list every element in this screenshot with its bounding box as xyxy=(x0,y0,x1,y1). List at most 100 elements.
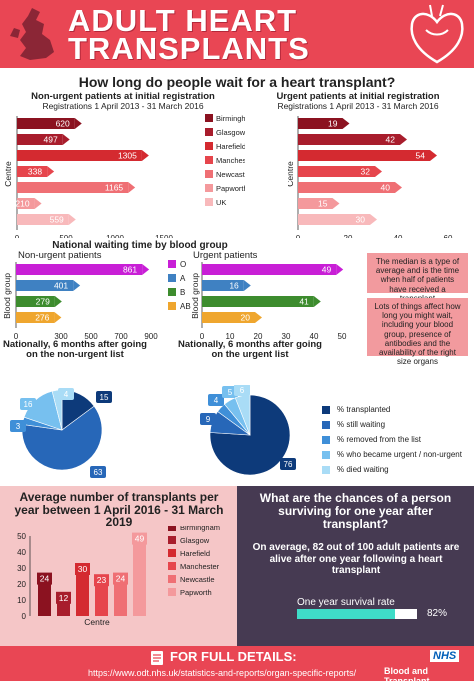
bar-glasgow xyxy=(17,134,63,145)
legend-swatch xyxy=(322,465,330,474)
pie-label-bg xyxy=(20,398,36,410)
legend-newcastle: Newcastle xyxy=(216,170,245,179)
tick-label: 0 xyxy=(200,332,205,340)
tick-label: 50 xyxy=(338,332,347,340)
legend-newcastle: Newcastle xyxy=(180,575,215,584)
pie-legend-item: % transplanted xyxy=(322,402,472,417)
pie-legend-item: % removed from the list xyxy=(322,432,472,447)
bar-newcastle xyxy=(114,577,127,616)
legend-swatch xyxy=(322,405,330,414)
factors-note: Lots of things affect how long you might… xyxy=(367,298,468,366)
x-axis-label: Centre xyxy=(84,617,110,627)
tick-label: 900 xyxy=(144,332,158,340)
data-label-bg xyxy=(37,572,52,585)
data-label-bg xyxy=(56,591,71,604)
legend-swatch xyxy=(168,288,176,296)
legend-harefield: Harefield xyxy=(180,549,210,558)
survival-question: What are the chances of a person survivi… xyxy=(259,491,452,532)
legend-birmingham: Birmingham xyxy=(216,114,245,123)
bar-arrow xyxy=(400,134,407,145)
bar-arrow xyxy=(430,150,437,161)
data-label: 15 xyxy=(318,199,328,209)
tick-label: 500 xyxy=(84,332,98,340)
bar-arrow xyxy=(47,166,55,177)
legend-manchester: Manchester xyxy=(180,562,220,571)
pie-legend-item: % who became urgent / non-urgent xyxy=(322,447,472,462)
bar-ab xyxy=(202,312,255,323)
tick-label: 0 xyxy=(15,234,20,238)
nonurgent-centre-subtitle: Registrations 1 April 2013 - 31 March 20… xyxy=(42,101,204,111)
bar-birmingham xyxy=(17,118,75,129)
survival-statement: On average, 82 out of 100 adult patients… xyxy=(252,542,460,576)
nonurgent-centre-title: Non-urgent patients at initial registrat… xyxy=(31,91,215,102)
bar-arrow xyxy=(395,182,402,193)
data-label: 1305 xyxy=(118,151,137,161)
legend-glasgow: Glasgow xyxy=(216,128,245,137)
data-label: 24 xyxy=(116,574,126,584)
pie-label-bg xyxy=(10,420,26,432)
legend-swatch xyxy=(322,435,330,444)
bar-papworth xyxy=(298,198,333,209)
bar-harefield xyxy=(17,150,142,161)
data-label: 1165 xyxy=(105,183,124,193)
urgent-centre-subtitle: Registrations 1 April 2013 - 31 March 20… xyxy=(277,101,439,111)
pie-label-bg xyxy=(208,394,224,406)
data-label: 276 xyxy=(35,313,49,323)
data-label: 24 xyxy=(40,574,50,584)
bar-arrow xyxy=(54,296,62,307)
pie-nonurgent-title: Nationally, 6 months after going on the … xyxy=(3,339,147,360)
bar-newcastle xyxy=(298,182,395,193)
footer-url[interactable]: https://www.odt.nhs.uk/statistics-and-re… xyxy=(88,668,357,678)
pie-label: 5 xyxy=(228,388,233,397)
legend-uk: UK xyxy=(216,198,226,207)
legend-papworth: Papworth xyxy=(216,184,245,193)
pie-label-bg xyxy=(280,458,296,470)
legend-blood-o: O xyxy=(180,260,186,269)
tick-label: 1500 xyxy=(155,234,173,238)
bar-arrow xyxy=(255,312,262,323)
main-question: How long do people wait for a heart tran… xyxy=(78,74,396,90)
bar-arrow xyxy=(68,214,76,225)
data-label: 279 xyxy=(36,297,50,307)
bar-o xyxy=(16,264,143,275)
data-label: 559 xyxy=(50,215,64,225)
data-label: 30 xyxy=(356,215,366,225)
data-label: 49 xyxy=(135,534,145,544)
data-label: 32 xyxy=(361,167,371,177)
legend-harefield: Harefield xyxy=(216,142,245,151)
y-axis-label: Centre xyxy=(3,161,13,187)
bar-arrow xyxy=(370,214,377,225)
legend-label: % who became urgent / non-urgent xyxy=(337,450,462,459)
pie-slice xyxy=(21,405,103,471)
legend-blood-a: A xyxy=(180,274,186,283)
pie-urgent-title: Nationally, 6 months after going on the … xyxy=(178,339,322,360)
pie-legend: % transplanted % still waiting % removed f… xyxy=(322,402,472,477)
legend-swatch xyxy=(322,420,330,429)
legend-swatch xyxy=(168,549,176,557)
blood-nonurgent-subtitle: Non-urgent patients xyxy=(18,250,102,261)
footer-heading: FOR FULL DETAILS: xyxy=(170,649,297,664)
title-line2: TRANSPLANTS xyxy=(68,31,310,66)
pie-label: 76 xyxy=(284,460,293,469)
pie-legend-item: % died waiting xyxy=(322,462,472,477)
tick-label: 0 xyxy=(22,612,27,621)
footer: FOR FULL DETAILS: https://www.odt.nhs.uk… xyxy=(0,646,474,681)
tick-label: 50 xyxy=(17,532,26,541)
legend-swatch xyxy=(205,114,213,122)
bar-manchester xyxy=(298,166,375,177)
legend-label: % still waiting xyxy=(337,420,386,429)
data-label: 620 xyxy=(56,119,70,129)
data-label: 338 xyxy=(28,167,42,177)
tick-label: 300 xyxy=(54,332,68,340)
tick-label: 10 xyxy=(17,596,26,605)
y-axis-label: Blood group xyxy=(2,273,12,319)
bar-harefield xyxy=(76,568,89,616)
tick-label: 0 xyxy=(296,234,301,238)
data-label-bg xyxy=(94,574,109,587)
transplants-title: Average number of transplants per year b… xyxy=(14,490,224,530)
bar-arrow xyxy=(336,264,344,275)
pie-label: 9 xyxy=(206,415,211,424)
legend-swatch xyxy=(205,170,213,178)
legend-swatch xyxy=(168,302,176,310)
legend-papworth: Papworth xyxy=(180,588,212,597)
